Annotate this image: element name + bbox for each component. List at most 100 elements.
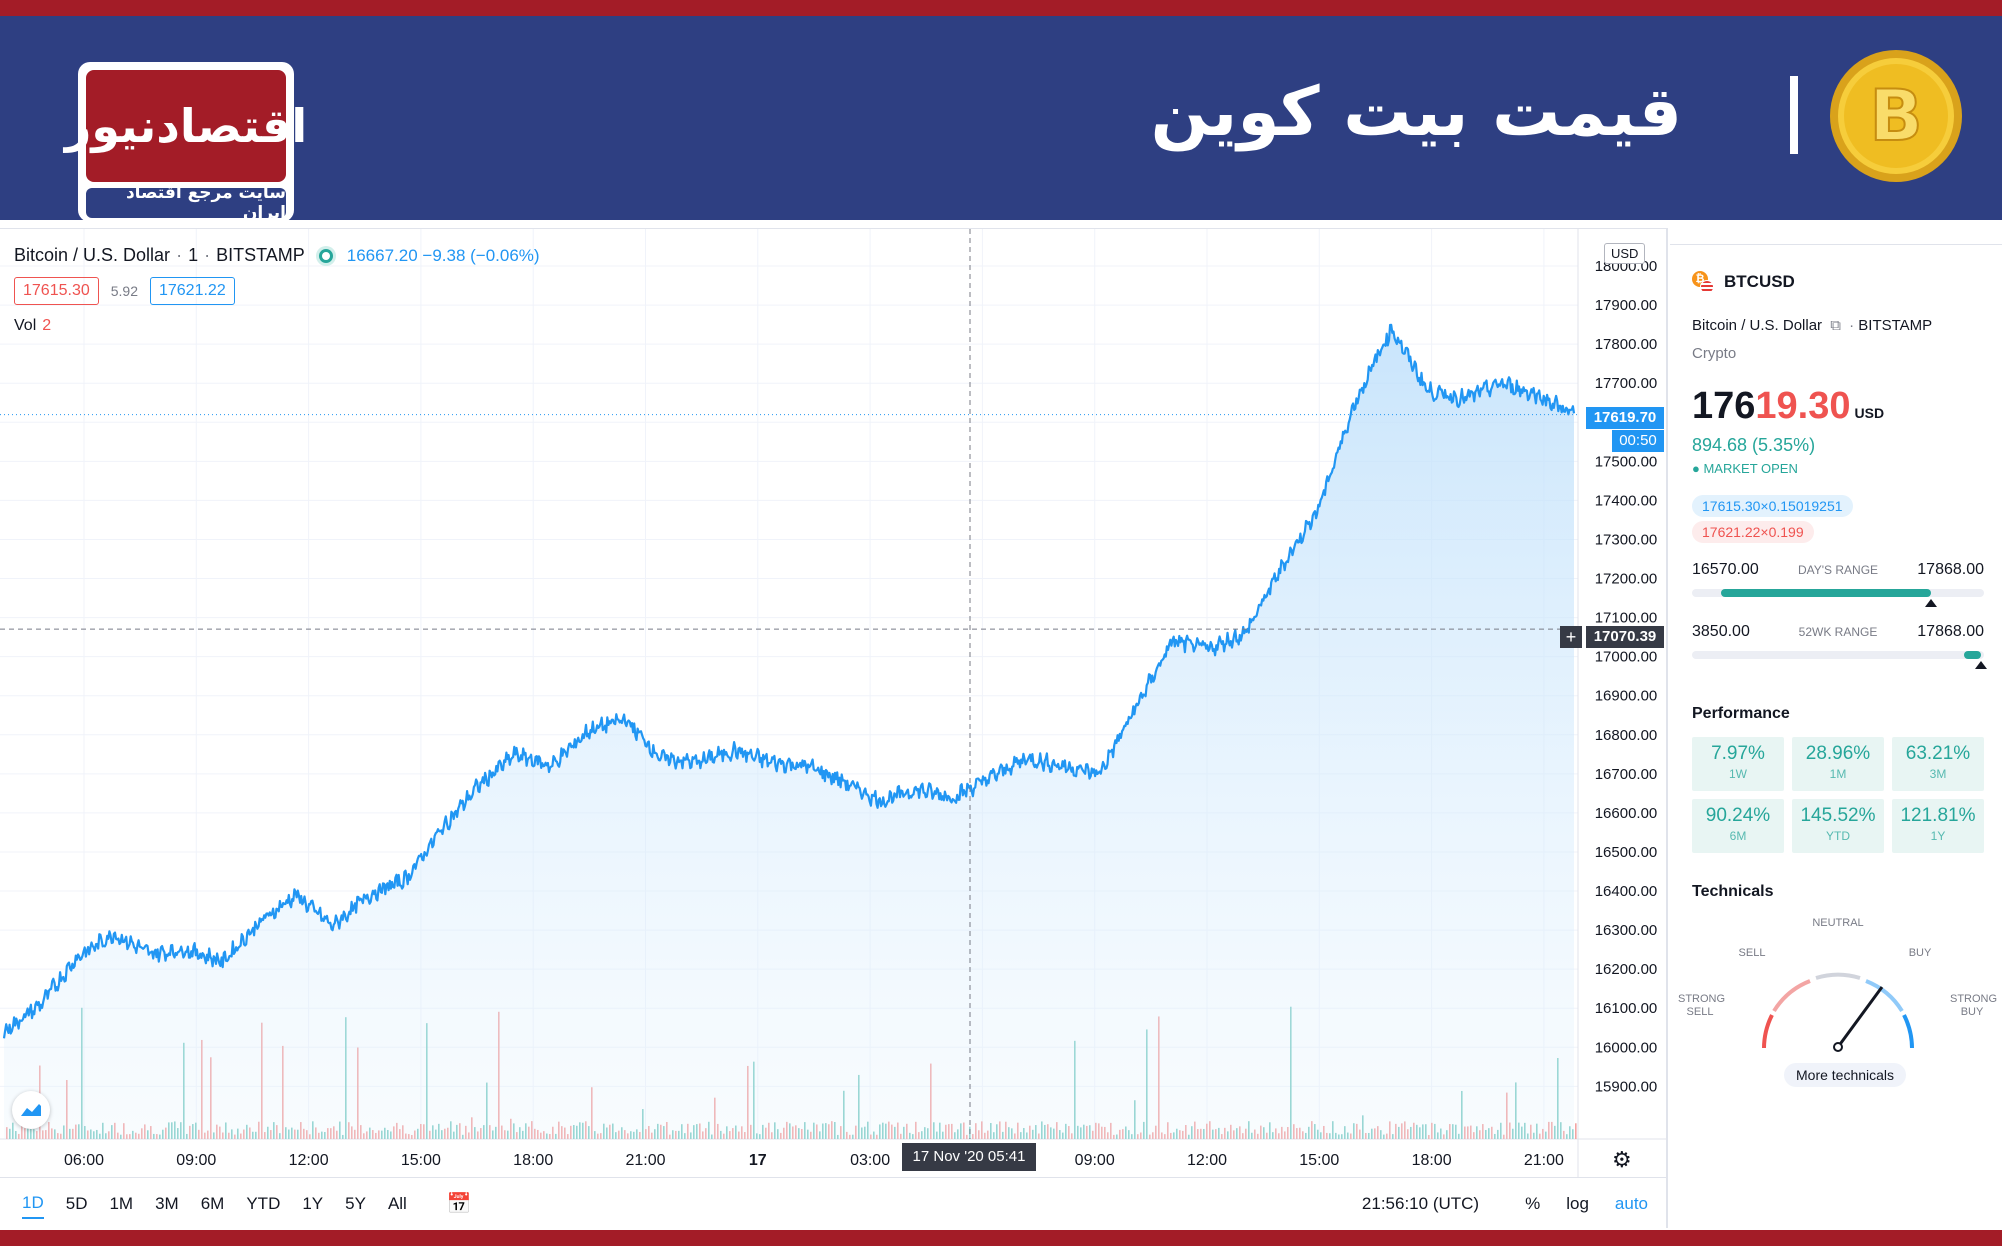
ask-box[interactable]: 17621.22 xyxy=(149,277,235,305)
price-chart[interactable]: 18000.0017900.0017800.0017700.0017600.00… xyxy=(0,229,1666,1177)
x-tick-label: 15:00 xyxy=(1299,1152,1339,1169)
market-status-text: MARKET OPEN xyxy=(1703,461,1798,476)
x-tick-label: 18:00 xyxy=(513,1152,553,1169)
gauge-label-buy: BUY xyxy=(1908,947,1932,959)
y-tick-label: 17900.00 xyxy=(1595,297,1658,314)
goto-date-calendar-icon[interactable]: 📅 xyxy=(446,1193,472,1215)
gauge-strong-buy-arc xyxy=(1902,1014,1914,1049)
volume-label: Vol xyxy=(14,317,37,334)
volume-value: 2 xyxy=(42,317,52,334)
utc-clock[interactable]: 21:56:10 (UTC) xyxy=(1361,1194,1480,1213)
log-toggle[interactable]: log xyxy=(1566,1194,1589,1213)
x-tick-label: 21:00 xyxy=(625,1152,665,1169)
gauge-label-strong-sell: STRONG SELL xyxy=(1678,993,1726,1018)
y-tick-label: 17200.00 xyxy=(1595,571,1658,588)
perf-1w[interactable]: 7.97% 1W xyxy=(1692,737,1784,791)
y-tick-label: 15900.00 xyxy=(1595,1078,1658,1095)
range-1d[interactable]: 1D xyxy=(22,1189,44,1219)
bid-box[interactable]: 17615.30 xyxy=(14,277,99,305)
ask-chip: 17621.22×0.199 xyxy=(1692,521,1814,543)
y-tick-label: 17500.00 xyxy=(1595,453,1658,470)
performance-grid: 7.97% 1W 28.96% 1M 63.21% 3M 90.24% 6M 145.5… xyxy=(1692,737,1988,853)
range-3m[interactable]: 3M xyxy=(155,1193,179,1213)
perf-1y[interactable]: 121.81% 1Y xyxy=(1892,799,1984,853)
y-tick-label: 16800.00 xyxy=(1595,727,1658,744)
settings-gear-icon[interactable]: ⚙ xyxy=(1612,1147,1632,1172)
range-1y[interactable]: 1Y xyxy=(302,1193,324,1213)
chart-legend: Bitcoin / U.S. Dollar · 1 · BITSTAMP 166… xyxy=(14,245,540,265)
chart-panel[interactable]: 18000.0017900.0017800.0017700.0017600.00… xyxy=(0,228,1668,1228)
legend-values: 16667.20 −9.38 (−0.06%) xyxy=(346,245,540,265)
range-5y[interactable]: 5Y xyxy=(345,1193,366,1213)
gauge-sell-arc xyxy=(1772,979,1811,1013)
perf-3m[interactable]: 63.21% 3M xyxy=(1892,737,1984,791)
crosshair-time: 17 Nov '20 05:41 xyxy=(902,1143,1036,1171)
y-tick-label: 17000.00 xyxy=(1595,649,1658,666)
symbol-header[interactable]: ₿ BTCUSD xyxy=(1692,271,1795,294)
percent-toggle[interactable]: % xyxy=(1525,1194,1541,1213)
technicals-gauge xyxy=(1762,972,1914,1052)
perf-value: 28.96% xyxy=(1805,743,1871,764)
gauge-pivot xyxy=(1833,1042,1843,1052)
x-tick-label: 12:00 xyxy=(289,1152,329,1169)
range-all[interactable]: All xyxy=(387,1193,407,1213)
market-status: ● MARKET OPEN xyxy=(1692,461,1798,476)
symbol-details-panel: ₿ BTCUSD Bitcoin / U.S. Dollar ⧉ · BITST… xyxy=(1670,244,2002,1230)
bid-ask: 17615.30 5.92 17621.22 xyxy=(14,277,235,305)
wk52-range-fill xyxy=(1963,651,1982,659)
legend-interval: 1 xyxy=(188,245,199,265)
range-5d[interactable]: 5D xyxy=(65,1193,88,1213)
x-tick-label: 21:00 xyxy=(1524,1152,1564,1169)
y-tick-label: 17700.00 xyxy=(1595,375,1658,392)
wk52-range-marker xyxy=(1975,661,1988,669)
days-range-fill xyxy=(1721,589,1932,597)
auto-toggle[interactable]: auto xyxy=(1614,1194,1648,1213)
svg-text:B: B xyxy=(1869,75,1922,157)
wk52-range-low: 3850.00 xyxy=(1692,623,1750,640)
spread: 5.92 xyxy=(110,283,138,299)
range-ytd[interactable]: YTD xyxy=(246,1193,281,1213)
x-tick-label: 12:00 xyxy=(1187,1152,1227,1169)
perf-ytd[interactable]: 145.52% YTD xyxy=(1792,799,1884,853)
gauge-label-neutral: NEUTRAL xyxy=(1812,917,1864,929)
x-tick-label: 09:00 xyxy=(176,1152,216,1169)
wk52-range-high: 17868.00 xyxy=(1917,623,1984,640)
more-technicals-button[interactable]: More technicals xyxy=(1784,1063,1907,1087)
add-alert-icon[interactable]: + xyxy=(1560,626,1582,648)
gauge-buy-arc xyxy=(1865,979,1904,1013)
symbol-name[interactable]: Bitcoin / U.S. Dollar xyxy=(1692,317,1823,334)
perf-value: 7.97% xyxy=(1711,743,1765,764)
top-stripe xyxy=(0,0,2002,16)
perf-value: 121.81% xyxy=(1900,805,1976,826)
gauge-label-sell: SELL xyxy=(1738,947,1766,959)
bar-countdown: 00:50 xyxy=(1612,430,1664,452)
tradingview-logo-icon[interactable] xyxy=(12,1091,50,1129)
currency-tag[interactable]: USD xyxy=(1604,243,1646,264)
price-currency: USD xyxy=(1854,405,1885,421)
external-link-icon[interactable]: ⧉ xyxy=(1830,317,1841,334)
symbol-exchange: BITSTAMP xyxy=(1858,317,1933,334)
range-6m[interactable]: 6M xyxy=(200,1193,225,1213)
x-tick-label: 03:00 xyxy=(850,1152,890,1169)
x-tick-label: 09:00 xyxy=(1075,1152,1115,1169)
perf-value: 145.52% xyxy=(1800,805,1876,826)
bitcoin-coin-icon: B xyxy=(1830,50,1962,182)
y-tick-label: 16400.00 xyxy=(1595,883,1658,900)
technicals-title: Technicals xyxy=(1692,883,1774,900)
bid-chip: 17615.30×0.15019251 xyxy=(1692,495,1853,517)
volume-bar xyxy=(1575,1123,1577,1139)
x-tick-label: 18:00 xyxy=(1412,1152,1452,1169)
volume-legend: Vol 2 xyxy=(14,317,51,335)
perf-value: 90.24% xyxy=(1705,805,1771,826)
perf-label: YTD xyxy=(1826,829,1850,843)
y-tick-label: 16600.00 xyxy=(1595,805,1658,822)
perf-6m[interactable]: 90.24% 6M xyxy=(1692,799,1784,853)
y-tick-label: 16700.00 xyxy=(1595,766,1658,783)
y-tick-label: 17300.00 xyxy=(1595,531,1658,548)
y-tick-label: 16000.00 xyxy=(1595,1039,1658,1056)
days-range-marker xyxy=(1925,599,1938,607)
perf-label: 3M xyxy=(1929,767,1947,781)
performance-title: Performance xyxy=(1692,705,1790,722)
range-1m[interactable]: 1M xyxy=(109,1193,134,1213)
perf-1m[interactable]: 28.96% 1M xyxy=(1792,737,1884,791)
